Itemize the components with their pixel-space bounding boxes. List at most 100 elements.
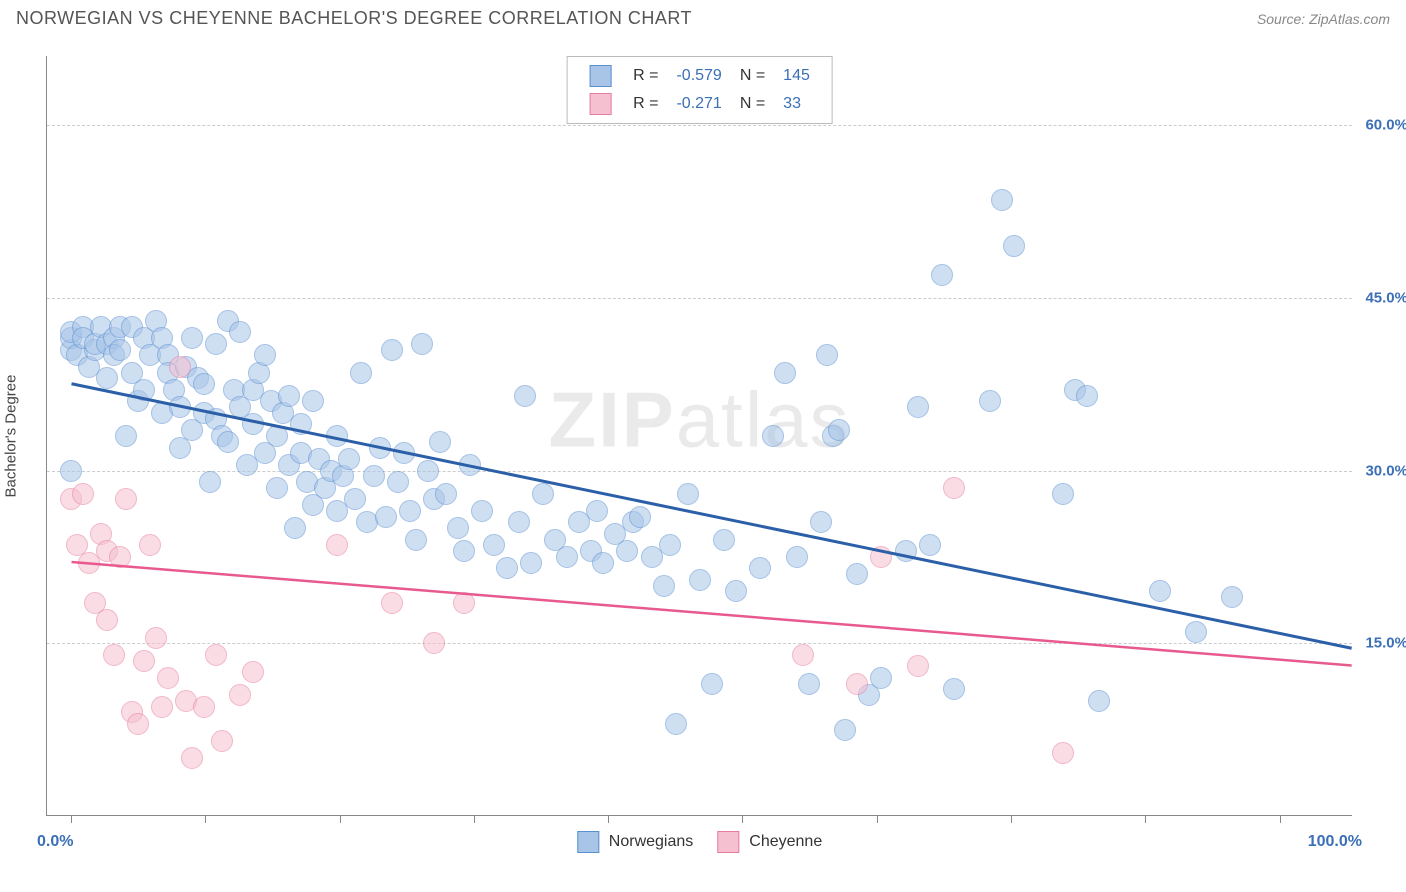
data-point — [828, 419, 850, 441]
legend-label: Norwegians — [609, 833, 693, 851]
data-point — [254, 344, 276, 366]
data-point — [907, 655, 929, 677]
data-point — [816, 344, 838, 366]
data-point — [133, 379, 155, 401]
y-tick-label: 30.0% — [1358, 462, 1406, 479]
data-point — [471, 500, 493, 522]
data-point — [229, 684, 251, 706]
data-point — [405, 529, 427, 551]
data-point — [991, 189, 1013, 211]
x-axis-min-label: 0.0% — [37, 833, 73, 851]
legend-swatch — [589, 65, 611, 87]
chart-title: NORWEGIAN VS CHEYENNE BACHELOR'S DEGREE … — [16, 8, 692, 29]
data-point — [326, 425, 348, 447]
data-point — [749, 557, 771, 579]
legend-row: R =-0.271N =33 — [581, 91, 818, 117]
data-point — [399, 500, 421, 522]
chart-source: Source: ZipAtlas.com — [1257, 11, 1390, 27]
data-point — [453, 540, 475, 562]
data-point — [229, 321, 251, 343]
data-point — [701, 673, 723, 695]
x-tick — [71, 815, 72, 823]
data-point — [870, 546, 892, 568]
data-point — [115, 488, 137, 510]
data-point — [393, 442, 415, 464]
data-point — [205, 644, 227, 666]
data-point — [725, 580, 747, 602]
data-point — [1052, 483, 1074, 505]
data-point — [520, 552, 542, 574]
data-point — [586, 500, 608, 522]
data-point — [798, 673, 820, 695]
correlation-legend: R =-0.579N =145R =-0.271N =33 — [566, 56, 833, 124]
data-point — [109, 339, 131, 361]
data-point — [677, 483, 699, 505]
data-point — [665, 713, 687, 735]
data-point — [846, 673, 868, 695]
legend-swatch — [577, 831, 599, 853]
data-point — [483, 534, 505, 556]
data-point — [96, 367, 118, 389]
data-point — [786, 546, 808, 568]
data-point — [284, 517, 306, 539]
scatter-chart: ZIPatlas Bachelor's Degree 15.0%30.0%45.… — [46, 56, 1352, 816]
data-point — [96, 609, 118, 631]
data-point — [447, 517, 469, 539]
data-point — [326, 534, 348, 556]
data-point — [169, 356, 191, 378]
data-point — [616, 540, 638, 562]
data-point — [145, 627, 167, 649]
data-point — [381, 592, 403, 614]
data-point — [459, 454, 481, 476]
gridline — [47, 643, 1352, 644]
data-point — [834, 719, 856, 741]
data-point — [387, 471, 409, 493]
data-point — [151, 696, 173, 718]
data-point — [169, 396, 191, 418]
data-point — [870, 667, 892, 689]
data-point — [556, 546, 578, 568]
data-point — [278, 385, 300, 407]
n-value: 145 — [775, 63, 818, 89]
data-point — [411, 333, 433, 355]
trend-line — [72, 562, 1352, 666]
data-point — [344, 488, 366, 510]
data-point — [103, 644, 125, 666]
data-point — [1088, 690, 1110, 712]
data-point — [689, 569, 711, 591]
data-point — [266, 425, 288, 447]
x-tick — [742, 815, 743, 823]
y-tick-label: 45.0% — [1358, 289, 1406, 306]
x-tick — [1011, 815, 1012, 823]
r-label: R = — [625, 91, 666, 117]
data-point — [659, 534, 681, 556]
data-point — [1003, 235, 1025, 257]
data-point — [338, 448, 360, 470]
x-tick — [205, 815, 206, 823]
data-point — [290, 413, 312, 435]
legend-item: Cheyenne — [717, 831, 822, 853]
data-point — [907, 396, 929, 418]
data-point — [895, 540, 917, 562]
data-point — [810, 511, 832, 533]
data-point — [453, 592, 475, 614]
n-value: 33 — [775, 91, 818, 117]
data-point — [199, 471, 221, 493]
data-point — [381, 339, 403, 361]
data-point — [242, 413, 264, 435]
n-label: N = — [732, 91, 773, 117]
data-point — [417, 460, 439, 482]
data-point — [1052, 742, 1074, 764]
data-point — [350, 362, 372, 384]
n-label: N = — [732, 63, 773, 89]
legend-row: R =-0.579N =145 — [581, 63, 818, 89]
data-point — [774, 362, 796, 384]
data-point — [369, 437, 391, 459]
x-tick — [1145, 815, 1146, 823]
data-point — [133, 650, 155, 672]
r-label: R = — [625, 63, 666, 89]
r-value: -0.271 — [668, 91, 729, 117]
data-point — [1221, 586, 1243, 608]
data-point — [127, 713, 149, 735]
data-point — [943, 678, 965, 700]
